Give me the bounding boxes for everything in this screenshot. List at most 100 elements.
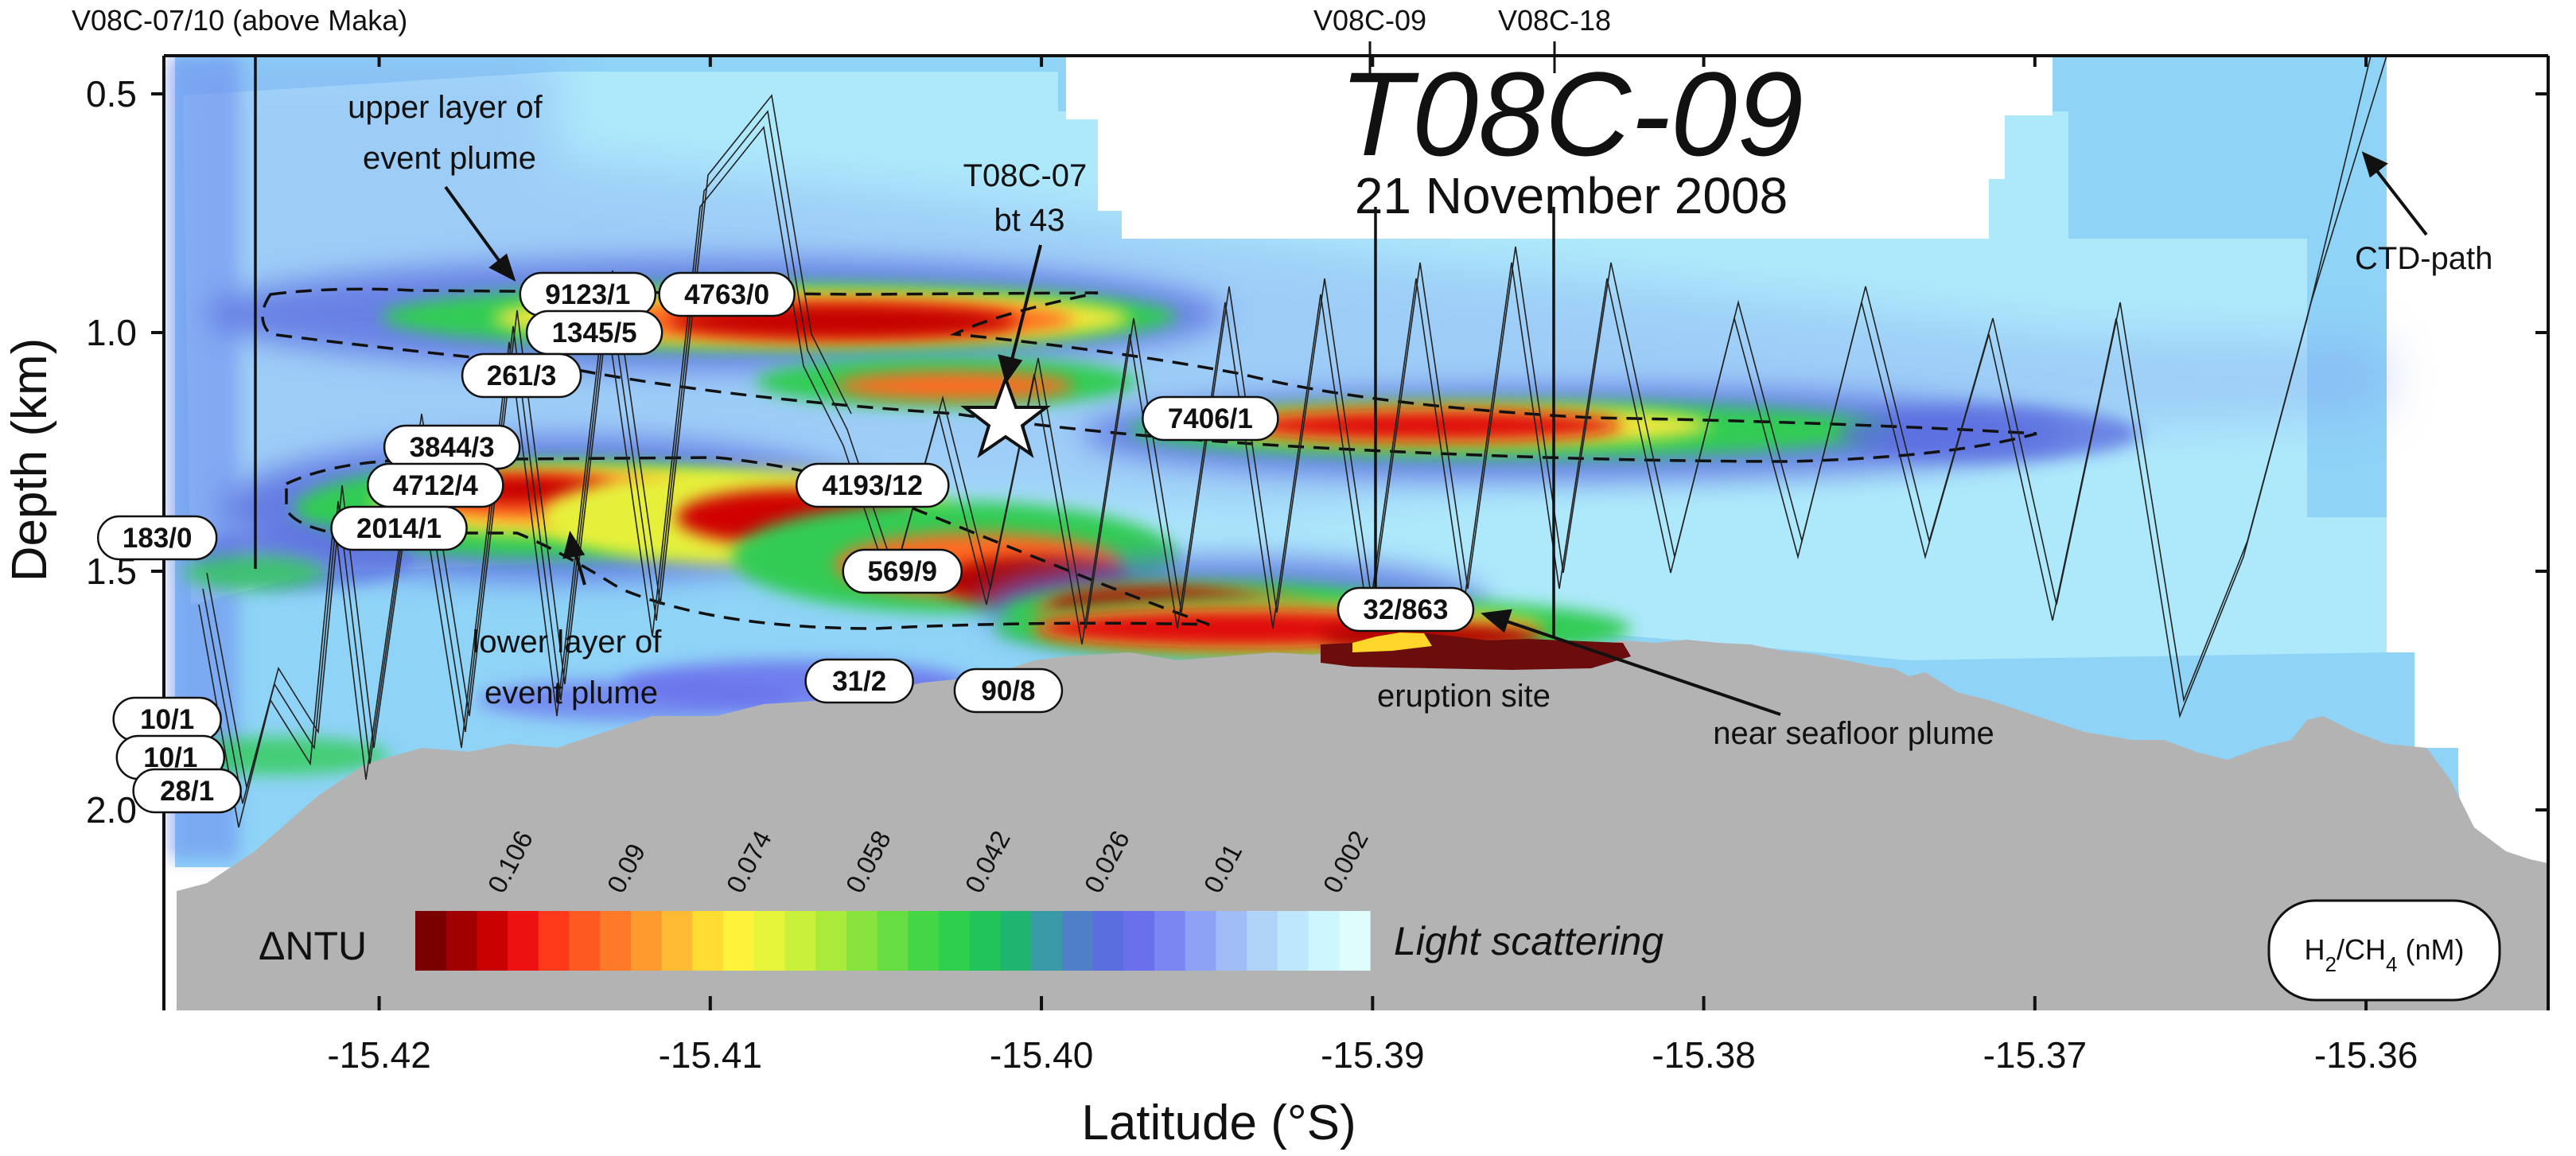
sample-label-pill [96, 515, 218, 561]
sample-label-pill [525, 309, 663, 356]
sample-label-text: 2014/1 [356, 513, 442, 544]
sample-label-text: 9123/1 [545, 279, 630, 310]
colorbar-swatch [569, 911, 601, 971]
scattering-field [167, 56, 2548, 1010]
sample-label-text: 4763/0 [684, 279, 769, 310]
chart-title: T08C-09 [1339, 47, 1804, 181]
sample-label-pill [953, 668, 1064, 714]
white-title-region [1066, 56, 2053, 239]
colorbar-swatch [753, 911, 786, 971]
annotation-ctd-path: CTD-path [2355, 241, 2492, 276]
annotation-lower-layer: lower layer of event plume [473, 625, 671, 710]
colorbar-swatch [692, 911, 724, 971]
ratio-key: H2/CH4 (nM) [2267, 899, 2501, 1002]
station-label-v08c-09: V08C-09 [1313, 4, 1426, 37]
sample-label: 2014/1 [330, 505, 468, 551]
colorbar-swatch [723, 911, 755, 971]
sample-label-pill [132, 768, 242, 814]
sample-label-pill [1142, 395, 1279, 442]
colorbar-swatch [939, 911, 971, 971]
y-tick-label: 2.0 [86, 789, 137, 831]
annotation-near-seafloor: near seafloor plume [1713, 716, 1994, 751]
sample-label-pill [330, 505, 468, 551]
sample-label: 4763/0 [658, 271, 796, 317]
colorbar-swatch [815, 911, 847, 971]
sample-label-pill [461, 352, 582, 399]
colorbar-swatch [477, 911, 508, 971]
colorbar-swatch [415, 911, 447, 971]
field-left-blue [169, 56, 239, 859]
sample-label: 4193/12 [796, 462, 950, 508]
colorbar-swatch [1000, 911, 1032, 971]
colorbar-swatch [1277, 911, 1309, 971]
annotation-arrows [444, 151, 2428, 716]
sample-label: 90/8 [953, 668, 1064, 714]
colorbar-swatch [1061, 911, 1094, 971]
colorbar-swatch [1339, 911, 1371, 971]
sample-label: 31/2 [804, 658, 914, 704]
annotation-t08c-07: T08C-07 bt 43 [963, 158, 1096, 238]
y-tick-label: 1.0 [86, 312, 137, 353]
ratio-key-text: H2/CH4 (nM) [2305, 933, 2465, 976]
sample-label-text: 1345/5 [552, 317, 637, 348]
sample-label-text: 10/1 [143, 742, 197, 773]
sample-label: 1345/5 [525, 309, 663, 356]
colorbar-swatches [415, 911, 1371, 971]
colorbar-swatch [630, 911, 663, 971]
sample-label-text: 28/1 [160, 776, 214, 807]
station-label-v08c-18: V08C-18 [1498, 4, 1611, 37]
x-tick-label: -15.37 [1983, 1034, 2087, 1076]
sample-label: 10/1 [115, 734, 226, 780]
ctd-path [198, 56, 2387, 828]
colorbar-swatch [538, 911, 570, 971]
sample-label-text: 261/3 [487, 360, 557, 391]
sample-label-text: 183/0 [123, 523, 193, 554]
sample-label-text: 31/2 [832, 666, 886, 697]
sample-label-pill [658, 271, 796, 317]
x-tick-label: -15.40 [990, 1034, 1093, 1076]
annotation-eruption-site: eruption site [1377, 679, 1551, 714]
colorbar-swatch [446, 911, 478, 971]
x-axis: -15.42 -15.41 -15.40 -15.39 -15.38 -15.37 -15.… [327, 56, 2418, 1076]
colorbar-swatch [1247, 911, 1278, 971]
sample-label-pill [796, 462, 950, 508]
x-tick-label: -15.42 [327, 1034, 430, 1076]
station-labels: V08C-07/10 (above Maka) V08C-09 V08C-18 [72, 4, 1611, 73]
plume-outlines [261, 287, 2037, 630]
colorbar-swatch [1185, 911, 1217, 971]
colorbar-swatch [508, 911, 539, 971]
sample-label-text: 10/1 [140, 704, 194, 735]
colorbar-description: Light scattering [1394, 919, 1664, 963]
chart-subtitle: 21 November 2008 [1355, 167, 1788, 224]
sample-label: 9123/1 [519, 271, 657, 317]
x-tick-label: -15.36 [2314, 1034, 2418, 1076]
sample-label: 7406/1 [1142, 395, 1279, 442]
sample-label-text: 7406/1 [1168, 403, 1253, 434]
colorbar-swatch [1031, 911, 1063, 971]
sample-label: 4712/4 [367, 462, 504, 508]
colorbar-swatch [784, 911, 816, 971]
colorbar-swatch [1216, 911, 1247, 971]
sample-label-text: 32/863 [1363, 594, 1448, 625]
sample-label-pill [1337, 586, 1475, 632]
colorbar-swatch [661, 911, 693, 971]
sample-label: 10/1 [112, 696, 222, 742]
annotations: upper layer of event plume lower layer o… [348, 90, 2492, 751]
colorbar-swatch [1308, 911, 1340, 971]
sample-label-text: 3844/3 [410, 432, 495, 463]
x-tick-label: -15.41 [659, 1034, 762, 1076]
sample-label: 32/863 [1337, 586, 1475, 632]
colorbar-swatch [600, 911, 632, 971]
sample-label: 183/0 [96, 515, 218, 561]
colorbar-swatch [1092, 911, 1124, 971]
sample-label: 3844/3 [383, 424, 521, 470]
colorbar-swatch [908, 911, 940, 971]
colorbar-swatch [877, 911, 909, 971]
sample-label: 28/1 [132, 768, 242, 814]
sample-label: 569/9 [842, 548, 963, 594]
station-label-v08c-07-10: V08C-07/10 (above Maka) [72, 4, 407, 37]
colorbar-swatch [969, 911, 1002, 971]
t08c-07-star-marker [960, 374, 1051, 458]
colorbar-swatch [1154, 911, 1186, 971]
